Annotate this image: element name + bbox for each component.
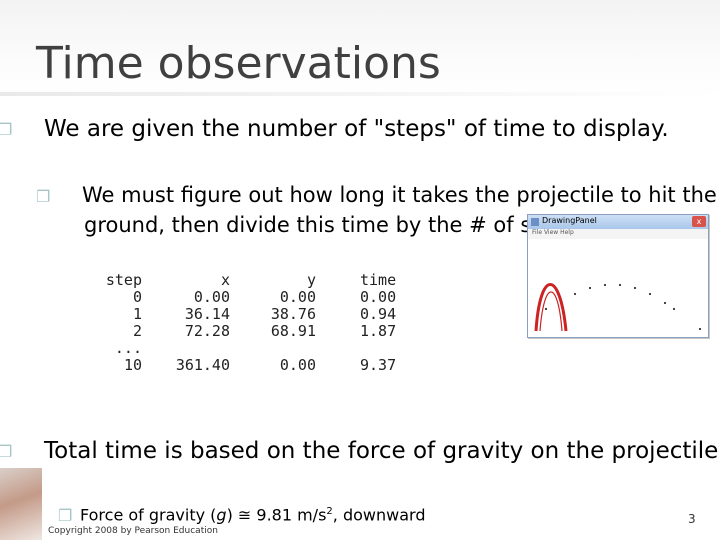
trajectory-dot	[603, 283, 607, 287]
close-icon[interactable]: x	[692, 216, 706, 227]
bullet-4-mid: ) ≅ 9.81 m/s	[226, 505, 327, 525]
trajectory-dot	[588, 286, 592, 290]
trajectory-curve-inner	[539, 291, 563, 332]
bullet-marker-icon: ❐	[36, 186, 51, 206]
corner-decoration	[0, 468, 42, 540]
trajectory-dot	[633, 286, 637, 290]
trajectory-dot	[698, 327, 702, 331]
cell-y: 0.00	[279, 288, 316, 306]
bullet-marker-icon: ❐	[0, 120, 13, 139]
bullet-marker-icon: ❐	[0, 442, 13, 461]
cell-x: 0.00	[193, 288, 230, 306]
trajectory-curve	[534, 283, 568, 332]
trajectory-dot	[573, 292, 577, 296]
cell-y: 38.76	[270, 305, 316, 323]
window-menu-bar[interactable]: File View Help	[528, 229, 708, 239]
bullet-3: ❐ Total time is based on the force of gra…	[0, 436, 720, 467]
exponent: 2	[326, 506, 333, 517]
window-title: DrawingPanel	[542, 216, 597, 225]
header-x: x	[220, 271, 230, 289]
cell-step: 10	[123, 356, 142, 374]
trajectory-dot	[672, 307, 676, 311]
bullet-4-post: , downward	[332, 505, 426, 525]
copyright-notice: Copyright 2008 by Pearson Education	[48, 526, 218, 536]
bullet-4: ❐ Force of gravity (g) ≅ 9.81 m/s2, downw…	[58, 502, 558, 526]
trajectory-dot	[618, 283, 622, 287]
cell-y: 0.00	[279, 356, 316, 374]
slide-title: Time observations	[36, 38, 441, 89]
bullet-3-text: Total time is based on the force of grav…	[44, 438, 720, 464]
page-number: 3	[688, 512, 696, 526]
cell-time: 0.00	[360, 288, 397, 306]
cell-x: 36.14	[184, 305, 230, 323]
cell-x: 72.28	[184, 322, 230, 340]
projectile-canvas	[534, 283, 702, 332]
app-icon	[531, 218, 539, 226]
trajectory-dot	[544, 307, 548, 311]
cell-time: 0.94	[360, 305, 397, 323]
bullet-1: ❐ We are given the number of "steps" of t…	[0, 114, 720, 145]
bullet-4-pre: Force of gravity (	[80, 505, 217, 525]
title-band	[0, 0, 720, 96]
cell-step: 2	[132, 322, 142, 340]
drawing-panel-window: DrawingPanel x File View Help	[527, 214, 709, 338]
gravity-symbol: g	[216, 505, 227, 525]
window-titlebar: DrawingPanel x	[528, 215, 708, 229]
cell-step: 0	[132, 288, 142, 306]
cell-time: 1.87	[360, 322, 397, 340]
bullet-1-text: We are given the number of "steps" of ti…	[44, 116, 669, 142]
trajectory-dots	[544, 283, 702, 331]
cell-time: 9.37	[360, 356, 397, 374]
title-rule	[0, 92, 720, 96]
cell-step: ...	[114, 339, 142, 357]
bullet-marker-icon: ❐	[58, 505, 73, 525]
trajectory-dot	[663, 301, 667, 305]
header-time: time	[360, 271, 397, 289]
cell-step: 1	[132, 305, 142, 323]
cell-y: 68.91	[270, 322, 316, 340]
header-step: step	[105, 271, 142, 289]
header-y: y	[306, 271, 316, 289]
trajectory-dot	[648, 292, 652, 296]
cell-x: 361.40	[175, 356, 230, 374]
